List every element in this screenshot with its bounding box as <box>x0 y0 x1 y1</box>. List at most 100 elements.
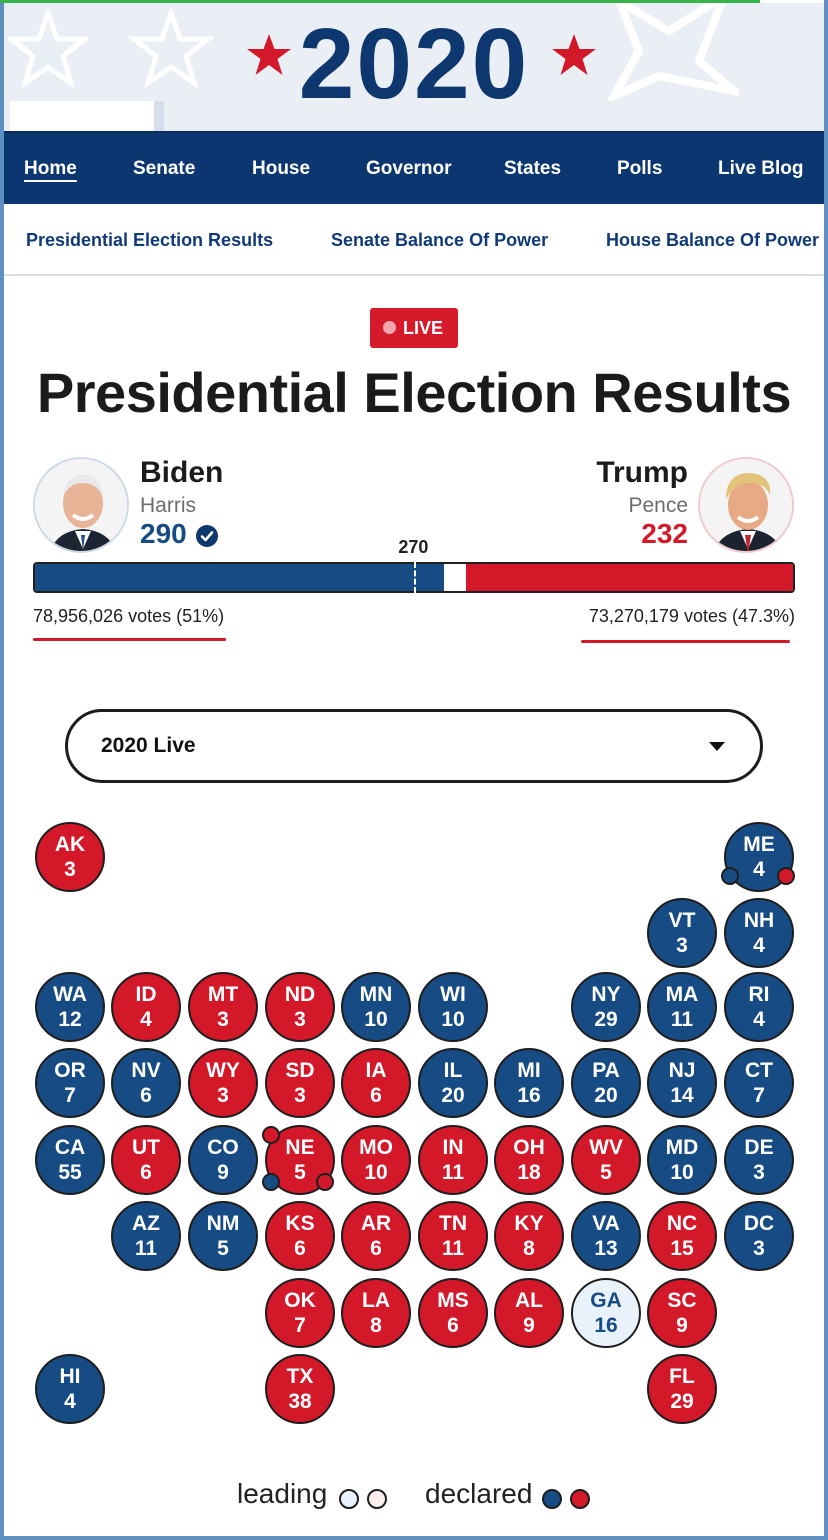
year-select[interactable]: 2020 Live <box>65 709 763 783</box>
state-in[interactable]: IN 11 <box>418 1125 488 1195</box>
state-ga[interactable]: GA 16 <box>571 1278 641 1348</box>
legend-leading-rep-dot <box>367 1489 387 1509</box>
state-nv[interactable]: NV 6 <box>111 1048 181 1118</box>
nav-house[interactable]: House <box>252 158 311 179</box>
state-abbr: OH <box>513 1136 545 1159</box>
state-wv[interactable]: WV 5 <box>571 1125 641 1195</box>
nav-live-blog[interactable]: Live Blog <box>718 158 804 179</box>
state-abbr: MD <box>665 1136 699 1159</box>
state-or[interactable]: OR 7 <box>35 1048 105 1118</box>
state-abbr: PA <box>592 1059 620 1082</box>
state-ok[interactable]: OK 7 <box>265 1278 335 1348</box>
state-fl[interactable]: FL 29 <box>647 1354 717 1424</box>
state-md[interactable]: MD 10 <box>647 1125 717 1195</box>
state-electoral-votes: 12 <box>58 1008 82 1031</box>
state-hi[interactable]: HI 4 <box>35 1354 105 1424</box>
biden-portrait-icon <box>35 459 127 551</box>
state-tx[interactable]: TX 38 <box>265 1354 335 1424</box>
nav-polls[interactable]: Polls <box>617 158 663 179</box>
state-wy[interactable]: WY 3 <box>188 1048 258 1118</box>
state-ms[interactable]: MS 6 <box>418 1278 488 1348</box>
state-la[interactable]: LA 8 <box>341 1278 411 1348</box>
subnav-senate-balance[interactable]: Senate Balance Of Power <box>331 230 549 250</box>
state-abbr: MT <box>207 983 239 1006</box>
state-wi[interactable]: WI 10 <box>418 972 488 1042</box>
state-id[interactable]: ID 4 <box>111 972 181 1042</box>
nav-home[interactable]: Home <box>24 158 77 179</box>
nav-states[interactable]: States <box>504 158 562 179</box>
state-abbr: MA <box>665 983 699 1006</box>
state-abbr: IA <box>365 1059 387 1082</box>
state-wa[interactable]: WA 12 <box>35 972 105 1042</box>
state-mn[interactable]: MN 10 <box>341 972 411 1042</box>
state-ia[interactable]: IA 6 <box>341 1048 411 1118</box>
state-ca[interactable]: CA 55 <box>35 1125 105 1195</box>
state-il[interactable]: IL 20 <box>418 1048 488 1118</box>
state-ut[interactable]: UT 6 <box>111 1125 181 1195</box>
state-abbr: ND <box>284 983 316 1006</box>
state-sc[interactable]: SC 9 <box>647 1278 717 1348</box>
state-ak[interactable]: AK 3 <box>35 822 105 892</box>
trump-portrait-icon <box>700 459 792 551</box>
state-ny[interactable]: NY 29 <box>571 972 641 1042</box>
state-ky[interactable]: KY 8 <box>494 1201 564 1271</box>
state-abbr: NJ <box>668 1059 696 1082</box>
subnav-presidential-results[interactable]: Presidential Election Results <box>26 230 274 250</box>
state-mi[interactable]: MI 16 <box>494 1048 564 1118</box>
winner-check-icon <box>196 525 218 547</box>
state-electoral-votes: 20 <box>594 1084 618 1107</box>
legend-leading-label: leading <box>237 1478 328 1509</box>
state-electoral-votes: 11 <box>670 1008 694 1031</box>
state-electoral-votes: 5 <box>600 1161 612 1184</box>
me-district-dot <box>721 867 739 885</box>
state-mt[interactable]: MT 3 <box>188 972 258 1042</box>
nav-governor[interactable]: Governor <box>366 158 452 179</box>
state-electoral-votes: 3 <box>294 1008 306 1031</box>
banner-star-outline-icon <box>128 9 214 89</box>
state-electoral-votes: 6 <box>370 1084 382 1107</box>
state-ri[interactable]: RI 4 <box>724 972 794 1042</box>
state-nc[interactable]: NC 15 <box>647 1201 717 1271</box>
state-abbr: WA <box>53 983 87 1006</box>
state-electoral-votes: 11 <box>134 1237 158 1260</box>
state-ar[interactable]: AR 6 <box>341 1201 411 1271</box>
state-electoral-votes: 10 <box>670 1161 694 1184</box>
state-me[interactable]: ME 4 <box>724 822 794 892</box>
state-electoral-votes: 3 <box>753 1161 765 1184</box>
nav-senate[interactable]: Senate <box>133 158 196 179</box>
avatar-trump <box>698 457 794 553</box>
state-electoral-votes: 14 <box>670 1084 694 1107</box>
state-ks[interactable]: KS 6 <box>265 1201 335 1271</box>
state-co[interactable]: CO 9 <box>188 1125 258 1195</box>
state-az[interactable]: AZ 11 <box>111 1201 181 1271</box>
state-sd[interactable]: SD 3 <box>265 1048 335 1118</box>
page-title: Presidential Election Results <box>36 361 792 424</box>
subnav-house-balance[interactable]: House Balance Of Power <box>606 230 820 250</box>
state-ma[interactable]: MA 11 <box>647 972 717 1042</box>
state-nm[interactable]: NM 5 <box>188 1201 258 1271</box>
state-al[interactable]: AL 9 <box>494 1278 564 1348</box>
state-electoral-votes: 10 <box>364 1161 388 1184</box>
state-abbr: TX <box>286 1365 314 1388</box>
state-nd[interactable]: ND 3 <box>265 972 335 1042</box>
chevron-down-icon <box>709 742 725 751</box>
state-vt[interactable]: VT 3 <box>647 898 717 968</box>
candidate-name-biden: Biden <box>140 456 224 489</box>
me-district-dot <box>777 867 795 885</box>
state-electoral-votes: 9 <box>676 1314 688 1337</box>
state-de[interactable]: DE 3 <box>724 1125 794 1195</box>
state-electoral-votes: 20 <box>441 1084 465 1107</box>
state-nh[interactable]: NH 4 <box>724 898 794 968</box>
state-tn[interactable]: TN 11 <box>418 1201 488 1271</box>
state-mo[interactable]: MO 10 <box>341 1125 411 1195</box>
state-ct[interactable]: CT 7 <box>724 1048 794 1118</box>
state-oh[interactable]: OH 18 <box>494 1125 564 1195</box>
state-abbr: NY <box>591 983 621 1006</box>
state-abbr: UT <box>132 1136 160 1159</box>
state-nj[interactable]: NJ 14 <box>647 1048 717 1118</box>
state-pa[interactable]: PA 20 <box>571 1048 641 1118</box>
state-va[interactable]: VA 13 <box>571 1201 641 1271</box>
state-dc[interactable]: DC 3 <box>724 1201 794 1271</box>
state-abbr: DC <box>743 1212 775 1235</box>
threshold-label: 270 <box>398 537 429 557</box>
